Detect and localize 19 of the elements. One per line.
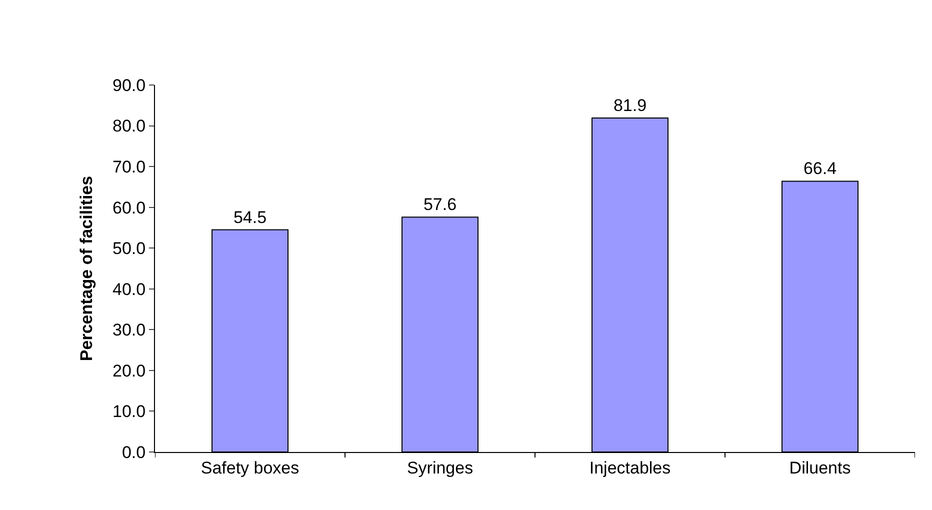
y-tick-label: 40.0 xyxy=(112,280,146,299)
y-axis-title: Percentage of facilities xyxy=(77,176,96,362)
y-tick-label: 60.0 xyxy=(112,198,146,218)
y-tick-label: 90.0 xyxy=(112,76,146,95)
data-label: 54.5 xyxy=(233,208,267,227)
x-tick-label: Safety boxes xyxy=(200,458,300,478)
y-tick-label: 10.0 xyxy=(112,402,146,422)
y-tick-label: 50.0 xyxy=(112,239,146,258)
data-label: 57.6 xyxy=(423,195,457,214)
x-tick-label: Syringes xyxy=(406,458,474,478)
y-tick-label: 30.0 xyxy=(112,320,146,340)
y-tick-label: 80.0 xyxy=(112,116,146,136)
y-tick-label: 70.0 xyxy=(112,158,146,177)
x-tick-label: Injectables xyxy=(589,458,671,478)
y-tick-label: 20.0 xyxy=(112,361,146,380)
x-tick-label: Diluents xyxy=(789,458,851,478)
data-label: 66.4 xyxy=(803,159,837,178)
data-label: 81.9 xyxy=(613,96,647,116)
y-tick-label: 0.0 xyxy=(122,442,146,462)
